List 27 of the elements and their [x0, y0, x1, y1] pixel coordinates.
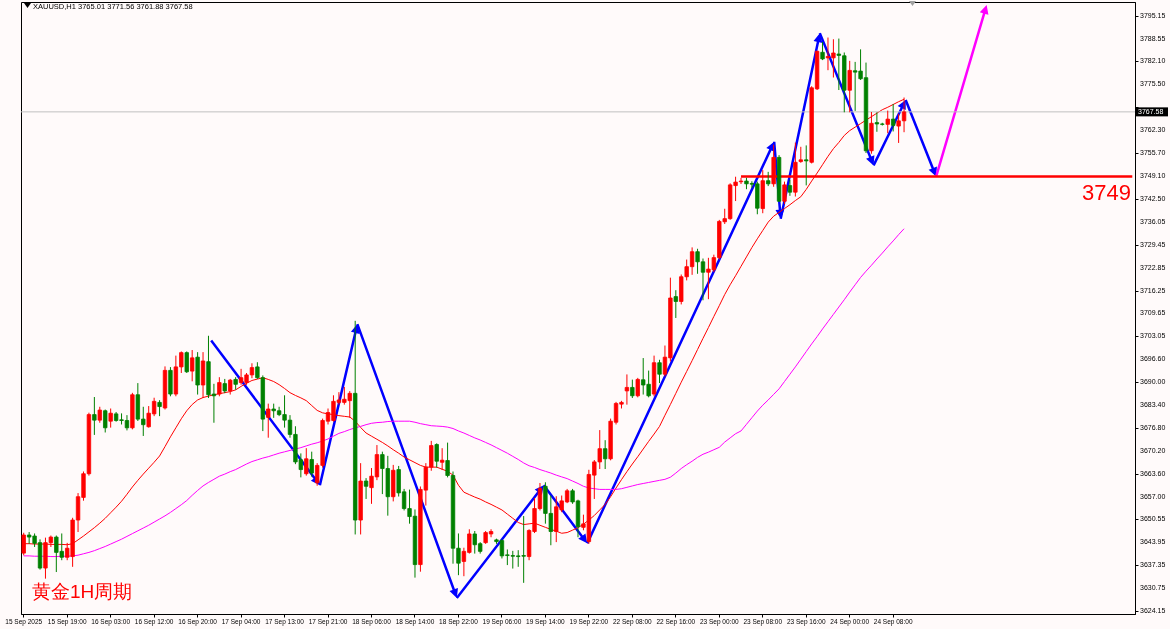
candlestick	[673, 290, 678, 318]
line-series	[23, 228, 905, 558]
candlestick	[103, 409, 108, 433]
candlestick	[439, 448, 445, 471]
candlestick	[190, 350, 195, 382]
candlestick	[891, 103, 896, 132]
candlestick	[168, 367, 173, 397]
candlestick	[657, 359, 662, 384]
candlestick	[885, 110, 890, 134]
candlestick	[266, 403, 271, 438]
candlestick	[847, 60, 852, 113]
candlestick	[217, 377, 222, 397]
candlestick	[624, 374, 630, 405]
candlestick	[184, 351, 189, 373]
candlestick	[309, 451, 314, 477]
candlestick	[304, 448, 309, 476]
annotation: 3749	[1082, 179, 1131, 205]
candlestick	[804, 145, 809, 186]
candlestick	[363, 478, 369, 499]
candlestick	[782, 181, 787, 205]
candlestick	[635, 377, 640, 398]
annotation: 黄金1H周期	[32, 581, 133, 602]
candlestick	[92, 397, 97, 435]
candlestick	[603, 440, 608, 470]
candlestick	[787, 179, 793, 196]
candlestick	[108, 408, 113, 428]
candlestick	[434, 443, 439, 468]
